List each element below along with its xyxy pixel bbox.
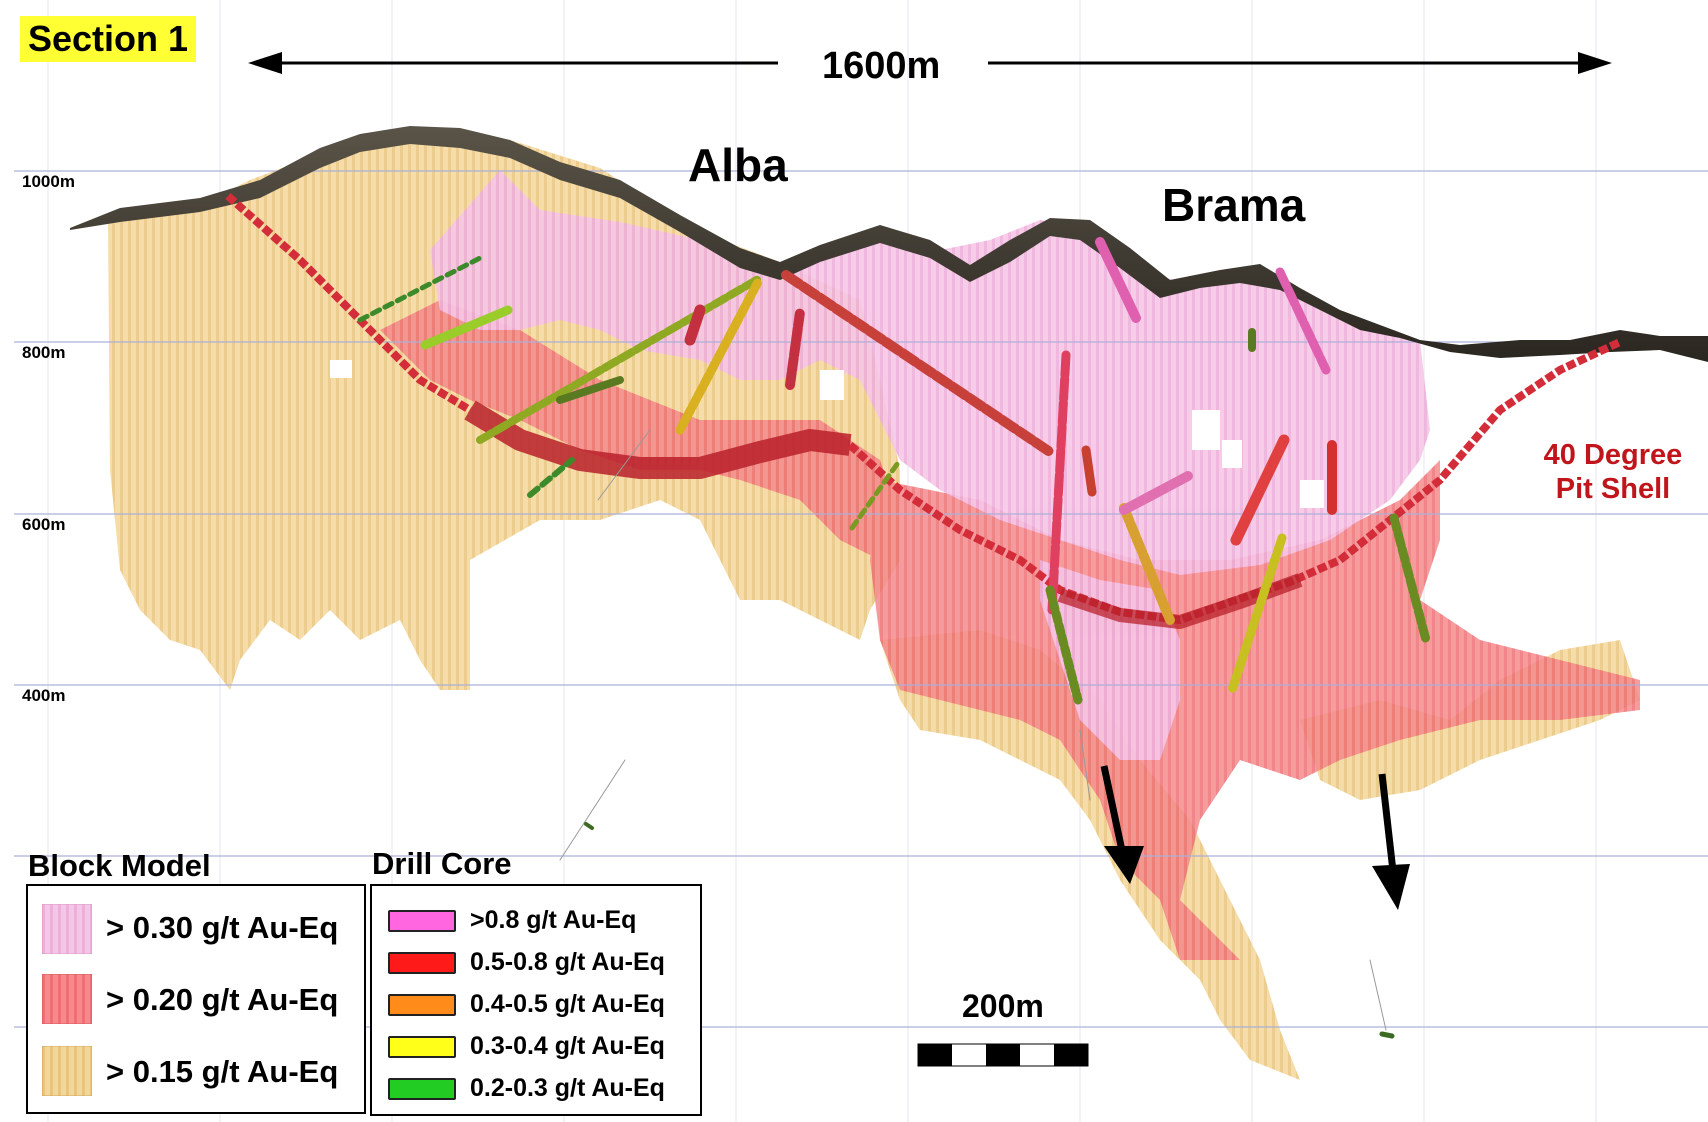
legend-swatch-red xyxy=(41,973,93,1025)
drill-holes xyxy=(357,237,1431,1039)
legend-label: 0.2-0.3 g/t Au-Eq xyxy=(470,1074,665,1102)
drill-hole xyxy=(1379,1031,1395,1039)
drill-hole-trace xyxy=(1079,729,1091,801)
drill-hole xyxy=(357,255,483,323)
drill-hole xyxy=(849,457,903,531)
scale-bar-label: 200m xyxy=(962,988,1044,1024)
drill-hole xyxy=(1389,513,1431,645)
drill-hole xyxy=(1047,350,1071,615)
drill-core-legend-title: Drill Core xyxy=(372,846,512,881)
drill-hole xyxy=(1095,237,1141,323)
block-model-voids xyxy=(330,360,1324,508)
legend-label: >0.8 g/t Au-Eq xyxy=(470,906,637,934)
legend-label: > 0.20 g/t Au-Eq xyxy=(106,982,339,1017)
section-badge: Section 1 xyxy=(20,16,197,62)
drill-swatch-red xyxy=(388,952,456,974)
down-arrows xyxy=(1100,765,1410,910)
drill-swatch-pink xyxy=(388,910,456,932)
drill-swatch-green xyxy=(388,1078,456,1100)
topography-surface xyxy=(70,126,1708,362)
width-annotation: 1600m xyxy=(822,45,941,87)
pit-shell-label-line2: Pit Shell xyxy=(1555,473,1671,505)
pit-shell-label: 40 Degree Pit Shell xyxy=(1520,438,1706,506)
drill-hole xyxy=(556,376,624,404)
legend-label: > 0.30 g/t Au-Eq xyxy=(106,910,339,945)
drill-hole xyxy=(1119,503,1175,625)
elevation-label-600: 600m xyxy=(22,515,66,534)
scale-bar-graphic xyxy=(917,1043,1089,1067)
legend-label: 0.3-0.4 g/t Au-Eq xyxy=(470,1032,665,1060)
elevation-label-1000: 1000m xyxy=(22,172,75,191)
drill-hole xyxy=(1045,585,1083,705)
legend-label: > 0.15 g/t Au-Eq xyxy=(106,1054,339,1089)
drill-hole-trace xyxy=(597,429,651,501)
drill-swatch-yellow xyxy=(388,1036,456,1058)
legend-label: 0.5-0.8 g/t Au-Eq xyxy=(470,948,665,976)
drill-core-legend: >0.8 g/t Au-Eq 0.5-0.8 g/t Au-Eq 0.4-0.5… xyxy=(370,884,702,1116)
drill-hole xyxy=(1081,445,1097,497)
area-label-alba: Alba xyxy=(688,139,788,191)
elevation-label-800: 800m xyxy=(22,343,66,362)
drill-hole xyxy=(584,822,594,830)
drill-hole xyxy=(1230,434,1290,546)
drill-hole xyxy=(1227,533,1287,695)
drill-hole xyxy=(476,274,764,444)
drill-hole xyxy=(675,277,763,435)
legend-swatch-pink xyxy=(41,903,93,955)
legend-label: 0.4-0.5 g/t Au-Eq xyxy=(470,990,665,1018)
drill-hole xyxy=(1119,471,1193,515)
block-model-legend-title: Block Model xyxy=(28,848,211,883)
elevation-gridlines xyxy=(14,170,1708,1028)
legend-swatch-tan xyxy=(41,1045,93,1097)
drill-swatch-orange xyxy=(388,994,456,1016)
drill-hole xyxy=(684,304,706,346)
drill-hole xyxy=(781,270,1055,457)
drill-hole xyxy=(420,305,513,350)
block-model-legend: > 0.30 g/t Au-Eq > 0.20 g/t Au-Eq > 0.15… xyxy=(26,884,366,1114)
width-arrow xyxy=(248,52,1612,74)
area-label-brama: Brama xyxy=(1162,179,1306,231)
drill-hole-trace xyxy=(1369,959,1387,1031)
elevation-label-400: 400m xyxy=(22,686,66,705)
drill-hole xyxy=(785,307,805,390)
pit-shell-label-line1: 40 Degree xyxy=(1543,439,1683,471)
drill-hole xyxy=(527,457,575,498)
drill-hole xyxy=(1275,267,1331,375)
drill-hole-trace xyxy=(559,759,626,861)
